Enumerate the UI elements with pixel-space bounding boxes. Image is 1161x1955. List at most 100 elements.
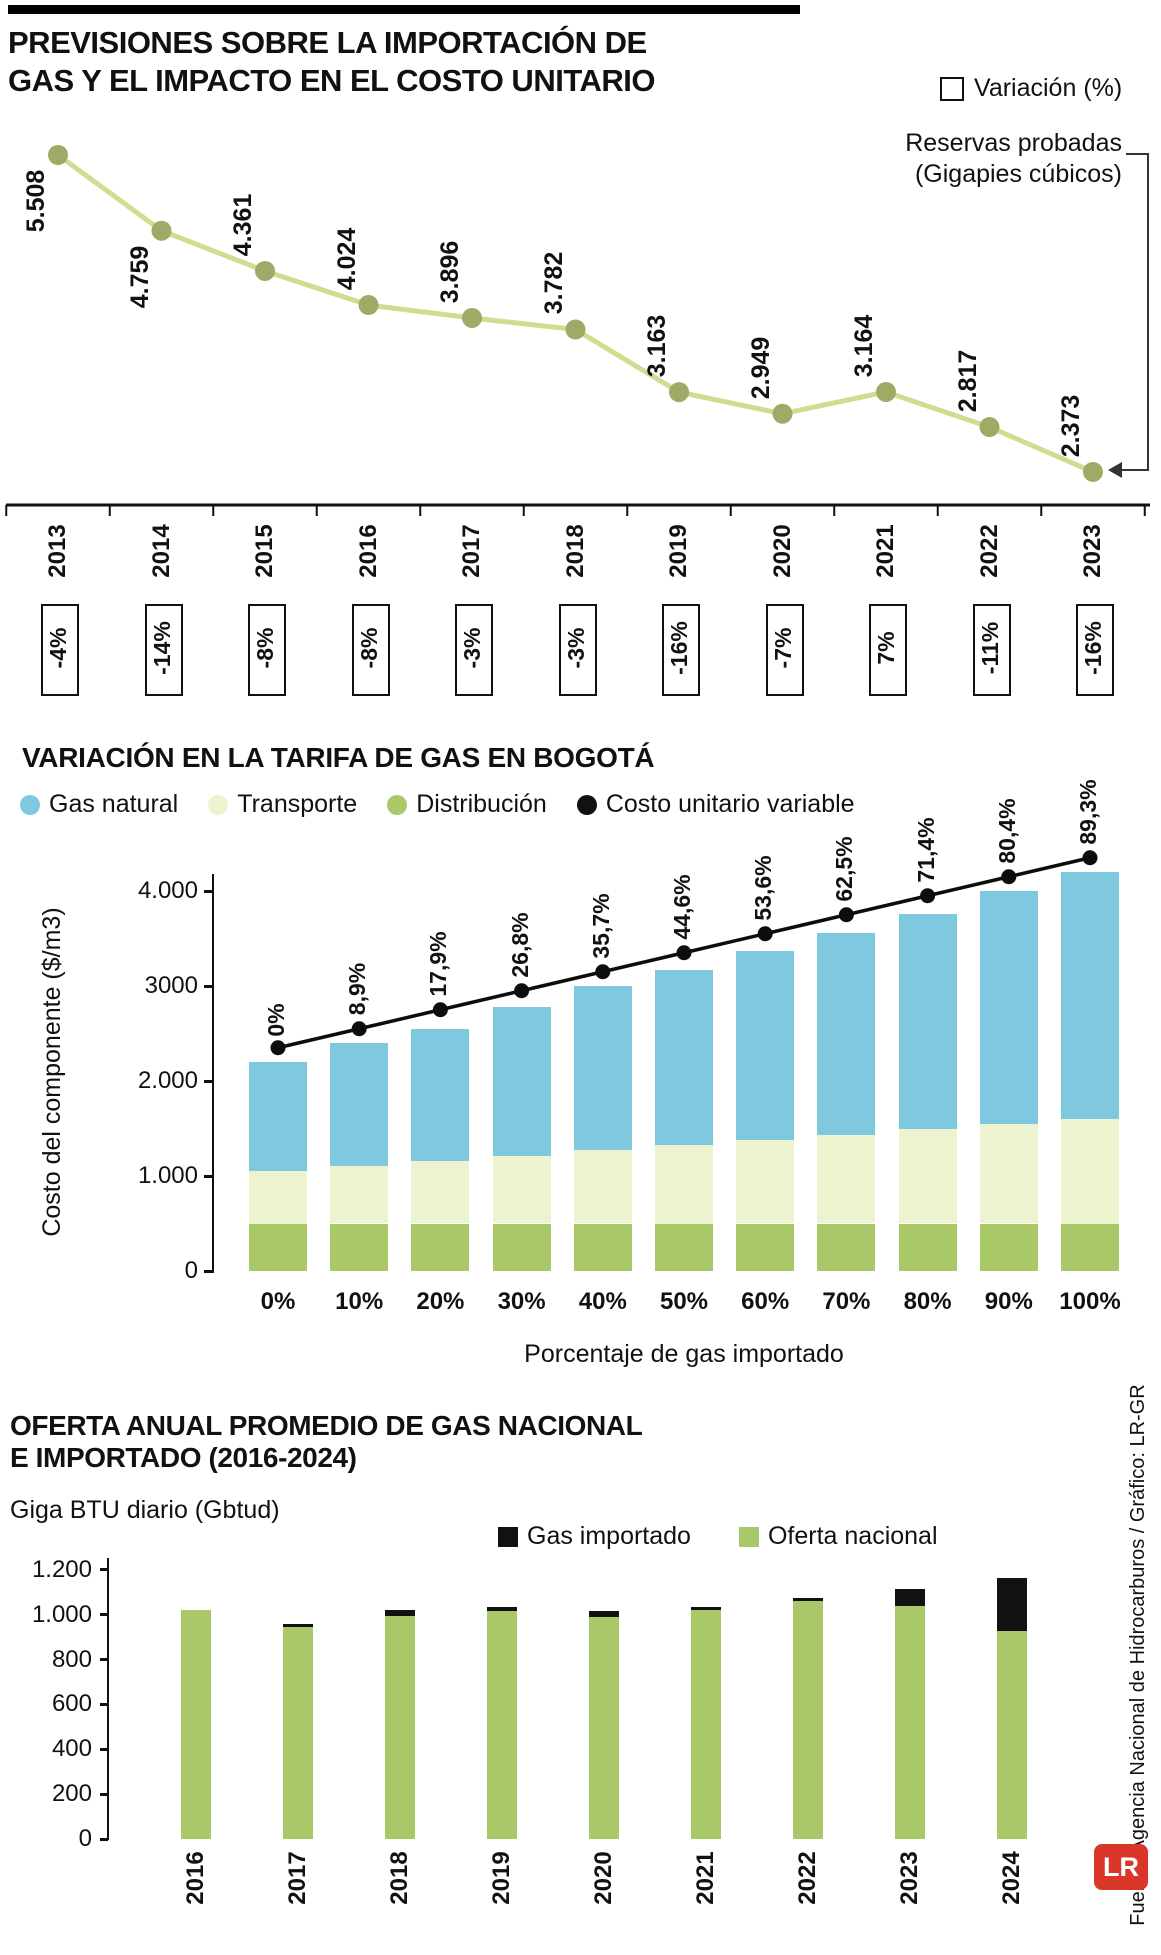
reserves-point bbox=[669, 382, 689, 403]
unit-cost-point bbox=[838, 907, 854, 923]
bar-segment-oferta-nacional bbox=[691, 1610, 721, 1839]
bar-segment-distribuci-n bbox=[736, 1223, 795, 1271]
page-title-line1: PREVISIONES SOBRE LA IMPORTACIÓN DE bbox=[8, 25, 647, 60]
unit-cost-line-svg bbox=[270, 850, 1098, 1056]
bar-segment-oferta-nacional bbox=[385, 1615, 415, 1839]
bar-segment-oferta-nacional bbox=[181, 1610, 211, 1839]
y-tick-label: 2.000 bbox=[137, 1067, 198, 1094]
bar-segment-distribuci-n bbox=[979, 1223, 1038, 1271]
reserves-point bbox=[876, 381, 896, 402]
y-tick-label: 800 bbox=[51, 1645, 92, 1673]
variation-box bbox=[351, 604, 390, 696]
reserves-point bbox=[255, 260, 275, 281]
y-tick-mark bbox=[100, 1658, 108, 1662]
gas-natural-swatch-icon bbox=[20, 794, 40, 815]
bar-segment-distribuci-n bbox=[492, 1223, 551, 1271]
bar-segment-transporte bbox=[330, 1166, 389, 1224]
tariff-stacked-bar-chart: 0 1.000 2.000 3000 4.000 0% 8,9% 17,9% 26,8% 35,7… bbox=[137, 779, 1121, 1315]
variation-box bbox=[455, 604, 493, 696]
unit-cost-point bbox=[351, 1021, 367, 1037]
y-tick-label: 0 bbox=[78, 1825, 92, 1852]
y-tick-mark bbox=[100, 1747, 108, 1751]
y-tick-mark bbox=[204, 1174, 212, 1178]
reserves-point bbox=[358, 295, 379, 316]
reserves-point bbox=[979, 417, 1000, 438]
y-axis-line bbox=[107, 1558, 109, 1840]
x-tick-label: 70% bbox=[822, 1288, 871, 1315]
bar-segment-gas-importado bbox=[283, 1623, 313, 1628]
y-tick-mark bbox=[204, 1269, 212, 1273]
variation-box bbox=[41, 604, 79, 696]
bar-segment-distribuci-n bbox=[898, 1223, 957, 1271]
unit-cost-point bbox=[1001, 869, 1017, 885]
bar-segment-transporte bbox=[898, 1129, 957, 1224]
legend-item-distribuci-n: Distribución bbox=[387, 790, 547, 819]
x-tick-label: 40% bbox=[578, 1288, 627, 1315]
legend-label: Costo unitario variable bbox=[605, 790, 855, 818]
variation-box bbox=[144, 604, 183, 696]
bar-segment-transporte bbox=[573, 1150, 632, 1224]
variation-box bbox=[558, 604, 597, 696]
reserves-series-label: Reservas probadas (Gigapies cúbicos) bbox=[860, 128, 1122, 190]
bar-segment-distribuci-n bbox=[573, 1223, 632, 1271]
bar-segment-transporte bbox=[817, 1134, 876, 1224]
legend-label: Gas natural bbox=[49, 790, 179, 818]
bar-segment-gas-importado bbox=[793, 1598, 823, 1602]
x-tick-label: 100% bbox=[1059, 1288, 1121, 1315]
variation-box bbox=[765, 604, 804, 696]
variation-legend-label: Variación (%) bbox=[974, 74, 1123, 102]
bar-segment-gas-natural bbox=[979, 891, 1038, 1125]
bar-segment-distribuci-n bbox=[655, 1223, 713, 1271]
unit-cost-point bbox=[514, 983, 530, 999]
legend-item-oferta-nacional: Oferta nacional bbox=[738, 1522, 938, 1551]
bar-segment-gas-natural bbox=[1061, 872, 1119, 1119]
reserves-point bbox=[462, 307, 482, 328]
unit-cost-point bbox=[1082, 850, 1098, 866]
y-tick-label: 600 bbox=[51, 1690, 92, 1718]
y-tick-mark bbox=[100, 1702, 108, 1706]
legend-item-gas-importado: Gas importado bbox=[498, 1522, 691, 1551]
x-tick-label: 20% bbox=[416, 1288, 465, 1315]
year-label: 2022 bbox=[794, 1851, 821, 1905]
legend-label: Gas importado bbox=[527, 1522, 691, 1550]
bar-segment-gas-importado bbox=[385, 1610, 415, 1616]
page-title-line2: GAS Y EL IMPACTO EN EL COSTO UNITARIO bbox=[8, 63, 655, 98]
tariff-chart-title: VARIACIÓN EN LA TARIFA DE GAS EN BOGOTÁ bbox=[22, 742, 655, 773]
bar-segment-transporte bbox=[1061, 1119, 1119, 1224]
variation-legend-swatch-icon bbox=[940, 76, 964, 101]
y-tick-label: 400 bbox=[51, 1735, 92, 1763]
year-label: 2023 bbox=[896, 1851, 923, 1905]
bar-segment-transporte bbox=[492, 1155, 551, 1224]
bar-segment-transporte bbox=[249, 1171, 307, 1224]
y-tick-mark bbox=[204, 889, 212, 893]
unit-cost-point bbox=[595, 964, 611, 980]
bar-segment-oferta-nacional bbox=[793, 1601, 823, 1839]
bar-segment-gas-importado bbox=[691, 1606, 721, 1611]
supply-chart-title: OFERTA ANUAL PROMEDIO DE GAS NACIONAL E … bbox=[10, 1410, 643, 1474]
unit-cost-point bbox=[676, 945, 692, 961]
costo-unitario-variable-swatch-icon bbox=[576, 794, 597, 815]
x-tick-label: 60% bbox=[741, 1288, 790, 1315]
bar-segment-distribuci-n bbox=[330, 1223, 389, 1271]
tariff-chart-legend: Gas natural Transporte Distribución Costo u… bbox=[20, 790, 855, 819]
legend-item-gas-natural: Gas natural bbox=[20, 790, 178, 819]
year-label: 2021 bbox=[692, 1851, 719, 1905]
bar-segment-distribuci-n bbox=[249, 1223, 307, 1271]
y-tick-label: 0 bbox=[184, 1257, 198, 1284]
transporte-swatch-icon bbox=[208, 794, 229, 815]
bar-segment-gas-natural bbox=[736, 950, 795, 1140]
y-tick-mark bbox=[204, 984, 212, 988]
reserves-line-svg bbox=[5, 145, 1150, 516]
bar-segment-gas-natural bbox=[817, 932, 876, 1135]
reserves-pointer-arrow-icon bbox=[1108, 153, 1149, 478]
year-label: 2020 bbox=[590, 1851, 617, 1905]
bar-segment-transporte bbox=[736, 1139, 795, 1224]
legend-item-transporte: Transporte bbox=[208, 790, 357, 819]
bar-segment-gas-importado bbox=[589, 1611, 619, 1618]
supply-chart-legend: Gas importado Oferta nacional bbox=[498, 1522, 938, 1551]
bar-segment-gas-natural bbox=[330, 1043, 389, 1167]
y-tick-label: 4.000 bbox=[137, 877, 198, 904]
y-tick-mark bbox=[100, 1568, 108, 1572]
variation-legend: Variación (%) bbox=[940, 74, 1122, 103]
x-tick-label: 10% bbox=[335, 1288, 384, 1315]
